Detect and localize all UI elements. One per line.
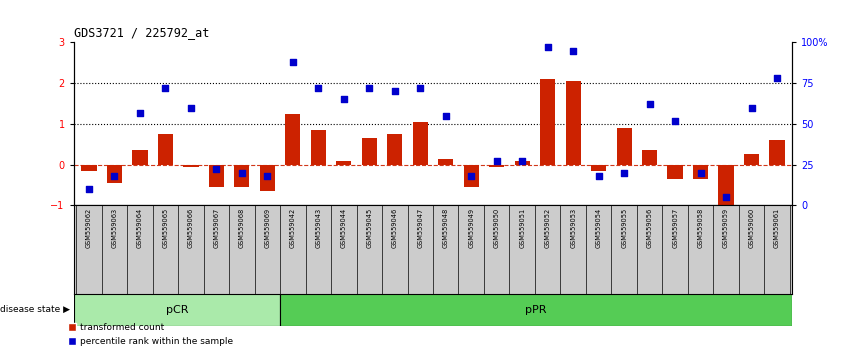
Text: disease state ▶: disease state ▶ [0,305,70,314]
Text: GSM559042: GSM559042 [290,208,296,248]
Bar [514,161,530,165]
Text: pCR: pCR [165,305,188,315]
Text: GSM559050: GSM559050 [494,208,500,248]
Point [82,186,96,192]
Text: GSM559043: GSM559043 [315,208,321,248]
Point [235,170,249,176]
Point [184,105,197,110]
Bar [74,294,280,326]
Text: pPR: pPR [526,305,547,315]
Point [540,45,554,50]
Text: GSM559069: GSM559069 [264,208,270,248]
Bar [285,114,301,165]
Point [210,167,223,172]
Point [388,88,402,94]
Text: GSM559053: GSM559053 [570,208,576,248]
Text: GDS3721 / 225792_at: GDS3721 / 225792_at [74,26,209,39]
Text: GSM559052: GSM559052 [545,208,551,248]
Bar [336,161,352,165]
Point [770,75,784,81]
Point [643,102,656,107]
Legend: transformed count, percentile rank within the sample: transformed count, percentile rank withi… [65,320,236,349]
Bar [668,165,682,179]
Point [669,118,682,124]
Text: GSM559046: GSM559046 [391,208,397,248]
Point [158,85,172,91]
Text: GSM559063: GSM559063 [112,208,118,248]
Text: GSM559066: GSM559066 [188,208,194,248]
Text: GSM559064: GSM559064 [137,208,143,248]
Text: GSM559049: GSM559049 [469,208,475,248]
Point [413,85,427,91]
Text: GSM559051: GSM559051 [520,208,525,248]
Text: GSM559059: GSM559059 [723,208,729,248]
Bar [311,130,326,165]
Bar [387,134,403,165]
Text: GSM559056: GSM559056 [647,208,653,248]
Point [745,105,759,110]
Point [617,170,631,176]
Bar [184,165,198,167]
Bar [209,165,224,187]
Text: GSM559055: GSM559055 [621,208,627,248]
Point [490,159,504,164]
Bar [489,165,504,167]
Bar [642,150,657,165]
Bar [463,165,479,187]
Bar [591,165,606,171]
Text: GSM559058: GSM559058 [698,208,704,248]
Point [566,48,580,53]
Text: GSM559068: GSM559068 [239,208,245,248]
Point [439,113,453,119]
Bar [260,165,275,191]
Bar [719,165,734,207]
Text: GSM559062: GSM559062 [86,208,92,248]
Point [515,159,529,164]
Bar [234,165,249,187]
Bar [362,138,377,165]
Text: GSM559054: GSM559054 [596,208,602,248]
Bar [412,122,428,165]
Point [719,194,733,200]
Bar [438,159,454,165]
Text: GSM559067: GSM559067 [213,208,219,248]
Point [591,173,605,179]
Point [464,173,478,179]
Bar [158,134,173,165]
Point [107,173,121,179]
Point [261,173,275,179]
Bar [565,81,581,165]
Text: GSM559044: GSM559044 [341,208,346,248]
Point [337,97,351,102]
Bar [132,150,147,165]
Text: GSM559048: GSM559048 [443,208,449,248]
Point [133,110,147,115]
Bar [693,165,708,179]
Bar [81,165,96,171]
Point [286,59,300,65]
Point [362,85,376,91]
Text: GSM559045: GSM559045 [366,208,372,248]
Bar [744,154,759,165]
Point [312,85,326,91]
Text: GSM559061: GSM559061 [774,208,780,248]
Bar [617,128,632,165]
Bar [280,294,792,326]
Text: GSM559057: GSM559057 [672,208,678,248]
Text: GSM559060: GSM559060 [748,208,754,248]
Point [694,170,708,176]
Text: GSM559047: GSM559047 [417,208,423,248]
Bar [107,165,122,183]
Text: GSM559065: GSM559065 [162,208,168,248]
Bar [770,140,785,165]
Bar [540,79,555,165]
